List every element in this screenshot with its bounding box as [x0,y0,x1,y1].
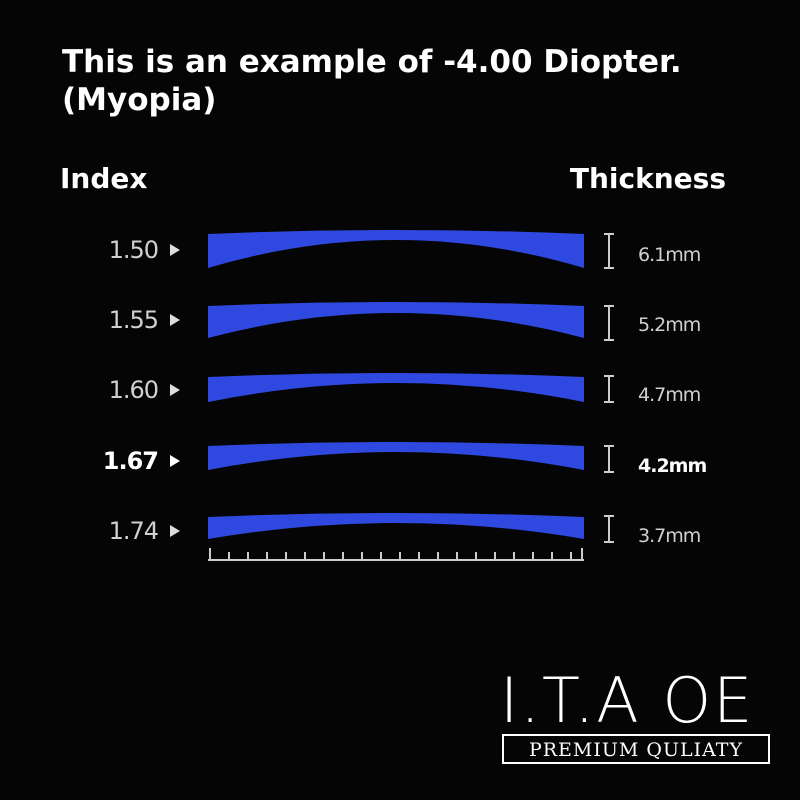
thickness-bracket [604,445,614,473]
lens [208,373,584,402]
thickness-header: Thickness [570,162,726,195]
thickness-label: 3.7mm [638,525,700,547]
lenses [208,230,584,539]
logo-tagline: PREMIUM QULIATY [529,739,743,761]
lens [208,302,584,338]
index-label: 1.50 [109,236,158,264]
thickness-label: 4.2mm [638,455,706,477]
index-label: 1.60 [109,376,158,404]
rows: 1.50 6.1mm 1.55 5.2mm 1.60 4.7mm 1.67 4.2mm 1.74… [103,233,707,547]
index-label: 1.74 [109,517,158,545]
thickness-label: 5.2mm [638,314,700,336]
thickness-bracket [604,375,614,403]
index-header: Index [60,162,147,195]
ruler [208,548,584,561]
lens [208,442,584,470]
arrow [170,384,180,396]
thickness-bracket [604,305,614,341]
title-line: This is an example of -4.00 Diopter. [62,44,682,80]
title-line: (Myopia) [62,82,216,118]
arrow [170,314,180,326]
index-label: 1.55 [109,306,158,334]
index-label: 1.67 [103,447,158,475]
thickness-bracket [604,233,614,269]
thickness-bracket [604,515,614,543]
logo-name: I.T.A OE [500,664,754,737]
lens [208,513,584,539]
logo-box [502,734,770,764]
thickness-label: 6.1mm [638,244,700,266]
arrow [170,244,180,256]
thickness-label: 4.7mm [638,384,700,406]
arrow [170,455,180,467]
lens [208,230,584,268]
ruler-ticks [209,548,583,560]
arrow [170,525,180,537]
